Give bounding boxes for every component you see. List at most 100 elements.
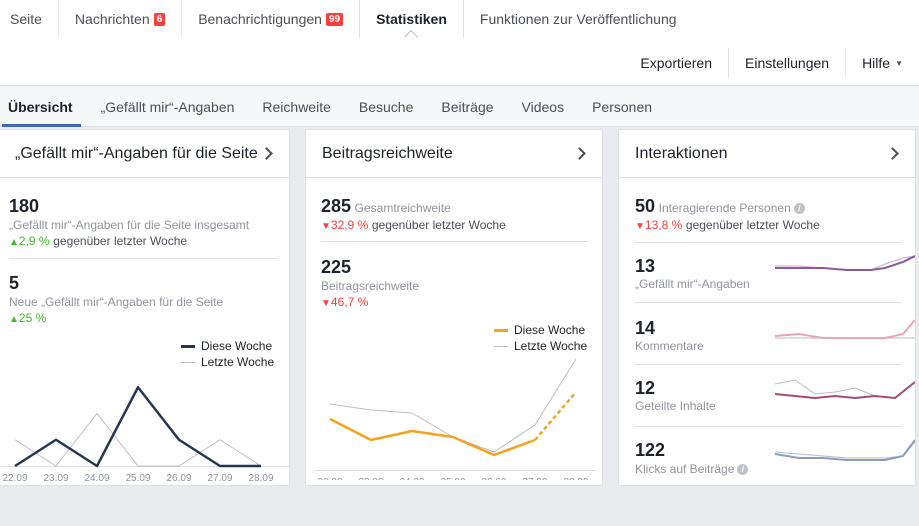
total-likes-value: 180 xyxy=(9,196,40,216)
x-tick-label: 25.09 xyxy=(440,477,465,480)
comments-label: Kommentare xyxy=(635,339,704,353)
comments-sparkline xyxy=(775,319,915,339)
chevron-right-icon[interactable] xyxy=(260,147,273,160)
series-line-this-week xyxy=(14,386,261,468)
tab-nachrichten[interactable]: Nachrichten 6 xyxy=(59,0,183,38)
likes-count: 13 xyxy=(635,256,656,276)
tab-funktionen[interactable]: Funktionen zur Veröffentlichung xyxy=(464,0,693,38)
reach-chart: 22.09 23.09 24.09 25.09 26.09 27.09 28.09 xyxy=(314,358,596,480)
metric-row: 13 „Gefällt mir“-Angaben xyxy=(635,256,750,291)
notification-badge: 6 xyxy=(153,12,166,26)
tab-label: Benachrichtigungen xyxy=(198,11,322,27)
likes-label: „Gefällt mir“-Angaben xyxy=(635,277,750,291)
chevron-right-icon[interactable] xyxy=(886,147,899,160)
post-reach-label: Beitragsreichweite xyxy=(321,279,420,293)
page-footer-strip xyxy=(0,513,919,526)
top-navigation: Seite Nachrichten 6 Benachrichtigungen 99 … xyxy=(0,0,693,45)
info-icon[interactable]: i xyxy=(793,203,805,214)
shares-count: 12 xyxy=(635,378,656,398)
subtab-videos[interactable]: Videos xyxy=(521,99,565,115)
likes-chart: 22.09 23.09 24.09 25.09 26.09 27.09 28.09 xyxy=(1,386,289,484)
arrow-down-icon: ▼ xyxy=(635,221,645,232)
x-tick-label: 22.09 xyxy=(317,477,342,480)
legend-swatch xyxy=(181,344,195,348)
x-tick-label: 25.09 xyxy=(125,473,150,484)
divider xyxy=(635,364,901,365)
legend-this-week: Diese Woche xyxy=(201,339,273,353)
card-header[interactable]: „Gefällt mir“-Angaben für die Seite xyxy=(0,130,289,178)
divider xyxy=(635,302,901,303)
clicks-count: 122 xyxy=(635,440,666,460)
people-value: 50 xyxy=(635,196,656,216)
help-button[interactable]: Hilfe ▼ xyxy=(845,48,919,78)
x-tick-label: 28.09 xyxy=(563,477,588,480)
tab-benachrichtigungen[interactable]: Benachrichtigungen 99 xyxy=(182,0,361,38)
tab-label: Nachrichten xyxy=(74,11,150,27)
people-label: Interagierende Personen xyxy=(658,201,791,215)
metric-row: 122 Klicks auf Beiträge i xyxy=(635,440,749,476)
x-tick-label: 26.09 xyxy=(481,477,506,480)
change-suffix: gegenüber letzter Woche xyxy=(685,218,820,232)
x-tick-label: 26.09 xyxy=(166,473,191,484)
chart-legend: Diese Woche Letzte Woche xyxy=(494,322,587,354)
info-icon[interactable]: i xyxy=(737,464,749,475)
card-title: Interaktionen xyxy=(635,144,728,162)
subtab-gefaellt-mir[interactable]: „Gefällt mir“-Angaben xyxy=(100,99,235,115)
divider xyxy=(635,242,901,243)
chevron-right-icon[interactable] xyxy=(573,147,586,160)
divider xyxy=(635,426,901,427)
card-header[interactable]: Interaktionen xyxy=(619,130,915,178)
active-tab-indicator xyxy=(404,29,419,45)
export-button[interactable]: Exportieren xyxy=(640,55,712,71)
series-line-last-week xyxy=(14,413,262,467)
divider xyxy=(321,241,588,242)
subtab-besuche[interactable]: Besuche xyxy=(358,99,414,115)
page-header: Seite Nachrichten 6 Benachrichtigungen 99 … xyxy=(0,0,919,86)
shares-label: Geteilte Inhalte xyxy=(635,399,716,413)
total-likes-label: „Gefällt mir“-Angaben für die Seite insg… xyxy=(9,218,250,232)
metric-row: 12 Geteilte Inhalte xyxy=(635,378,716,413)
subtab-reichweite[interactable]: Reichweite xyxy=(262,99,331,115)
x-tick-label: 24.09 xyxy=(84,473,109,484)
tab-label: Seite xyxy=(10,11,42,27)
card-title: Beitragsreichweite xyxy=(322,144,453,162)
tab-statistiken[interactable]: Statistiken xyxy=(360,0,464,45)
card-header[interactable]: Beitragsreichweite xyxy=(306,130,602,178)
page-likes-card: „Gefällt mir“-Angaben für die Seite 180 … xyxy=(0,129,290,486)
insights-subnav: Übersicht „Gefällt mir“-Angaben Reichwei… xyxy=(0,87,919,127)
header-actions: Exportieren Einstellungen Hilfe ▼ xyxy=(624,48,919,78)
post-reach-card: Beitragsreichweite 285 Gesamtreichweite … xyxy=(305,129,603,486)
likes-sparkline xyxy=(775,255,915,271)
divider xyxy=(9,258,277,259)
tab-label: Funktionen zur Veröffentlichung xyxy=(479,11,677,27)
subtab-uebersicht[interactable]: Übersicht xyxy=(2,87,87,127)
x-tick-label: 27.09 xyxy=(207,473,232,484)
subtab-beitraege[interactable]: Beiträge xyxy=(441,99,494,115)
notification-badge: 99 xyxy=(325,12,344,26)
series-line-this-week xyxy=(329,417,536,457)
settings-button[interactable]: Einstellungen xyxy=(728,48,845,78)
shares-sparkline xyxy=(775,379,915,400)
clicks-label: Klicks auf Beiträge xyxy=(635,462,735,476)
subtab-personen[interactable]: Personen xyxy=(592,99,653,115)
legend-last-week: Letzte Woche xyxy=(201,355,275,369)
dropdown-arrow-icon: ▼ xyxy=(895,58,903,68)
legend-swatch xyxy=(494,345,508,347)
x-tick-label: 23.09 xyxy=(358,477,383,480)
tab-seite[interactable]: Seite xyxy=(0,0,59,38)
people-change: 13,8 % xyxy=(644,218,683,232)
legend-last-week: Letzte Woche xyxy=(514,339,588,353)
post-reach-change: 46,7 % xyxy=(330,295,369,309)
total-likes-change: 2,9 % xyxy=(18,234,50,248)
comments-count: 14 xyxy=(635,318,656,338)
chart-legend: Diese Woche Letzte Woche xyxy=(181,338,274,370)
new-likes-label: Neue „Gefällt mir“-Angaben für die Seite xyxy=(9,295,224,309)
total-reach-change: 32,9 % xyxy=(330,218,369,232)
legend-swatch xyxy=(181,361,195,363)
x-tick-label: 24.09 xyxy=(399,477,424,480)
x-tick-label: 28.09 xyxy=(248,473,273,484)
total-reach-label: Gesamtreichweite xyxy=(354,201,451,215)
metric-row: 14 Kommentare xyxy=(635,318,704,353)
new-likes-change: 25 % xyxy=(18,311,47,325)
help-label: Hilfe xyxy=(862,55,891,71)
